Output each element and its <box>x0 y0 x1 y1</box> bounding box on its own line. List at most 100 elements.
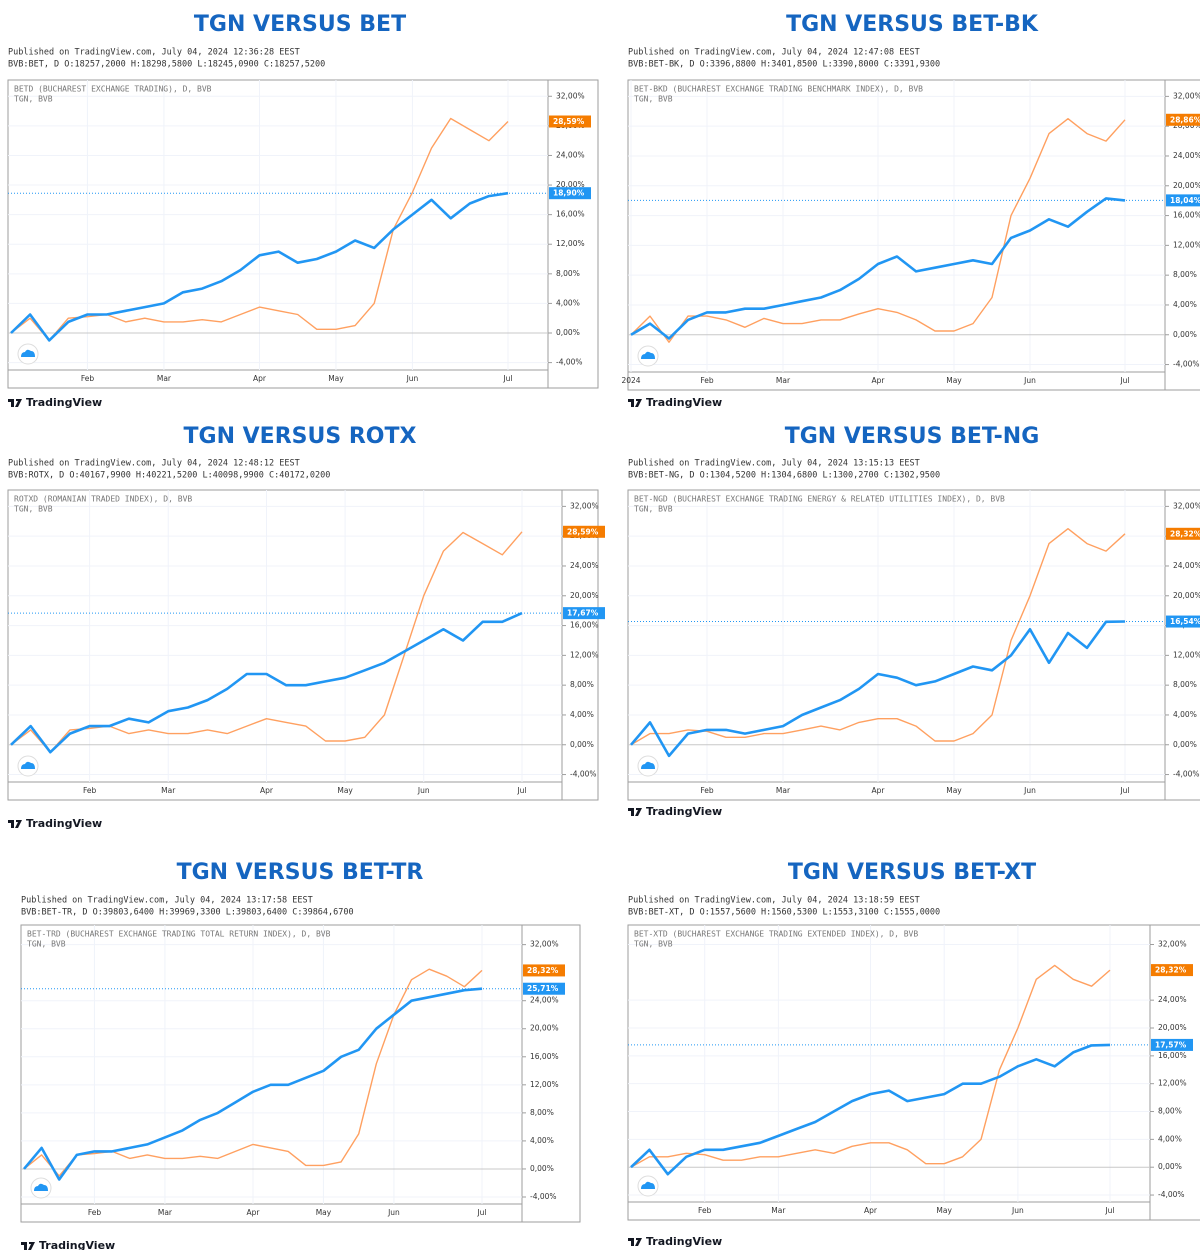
y-tick-label: 24,00% <box>1173 151 1200 160</box>
tradingview-logo <box>628 399 642 407</box>
x-tick-label: Jun <box>1023 376 1036 385</box>
published-info: Published on TradingView.com, July 04, 2… <box>628 896 920 906</box>
last-value-label: 17,67% <box>567 609 599 618</box>
x-tick-label: May <box>328 374 344 383</box>
footer-brand: TradingView <box>26 817 102 830</box>
x-tick-label: Jun <box>1023 786 1036 795</box>
cloud-icon <box>21 349 35 357</box>
last-value-tag <box>523 964 565 977</box>
y-tick-label: 4,00% <box>530 1136 554 1145</box>
cloud-icon <box>641 351 655 359</box>
last-value-tag <box>1166 113 1200 126</box>
last-value-label: 28,59% <box>553 117 585 126</box>
series-line <box>23 987 483 1181</box>
chart-title: TGN VERSUS BET <box>194 12 406 37</box>
x-tick-label: Mar <box>776 786 791 795</box>
last-value-tag <box>549 187 591 200</box>
x-tick-label: Mar <box>776 376 791 385</box>
y-tick-label: -4,00% <box>1158 1190 1185 1199</box>
last-value-tag <box>1166 194 1200 207</box>
y-tick-label: 16,00% <box>1173 211 1200 220</box>
legend-entry: BET-TRD (BUCHAREST EXCHANGE TRADING TOTA… <box>27 930 331 939</box>
legend-entry: BET-BKD (BUCHAREST EXCHANGE TRADING BENC… <box>634 85 923 94</box>
published-info: Published on TradingView.com, July 04, 2… <box>628 48 920 58</box>
last-value-label: 25,71% <box>527 984 559 993</box>
series-line <box>10 611 523 754</box>
last-value-tag <box>1151 964 1193 977</box>
chart-frame <box>7 489 599 801</box>
series-line <box>630 1043 1111 1176</box>
y-tick-label: 32,00% <box>556 91 585 100</box>
x-tick-label: Jul <box>516 786 526 795</box>
y-tick-label: 24,00% <box>570 561 599 570</box>
y-tick-label: -4,00% <box>1173 770 1200 779</box>
cloud-icon <box>641 1181 655 1189</box>
y-tick-label: 8,00% <box>530 1108 554 1117</box>
y-tick-label: 16,00% <box>1158 1051 1187 1060</box>
x-tick-label: Feb <box>88 1208 102 1217</box>
last-value-tag <box>1151 1038 1193 1051</box>
last-value-label: 18,90% <box>553 189 585 198</box>
x-tick-label: Apr <box>253 374 267 383</box>
y-tick-label: 24,00% <box>556 150 585 159</box>
y-tick-label: 8,00% <box>570 680 594 689</box>
y-tick-label: 8,00% <box>1173 680 1197 689</box>
chart-title: TGN VERSUS BET-TR <box>177 860 424 885</box>
y-tick-label: 20,00% <box>530 1024 559 1033</box>
series-line <box>630 197 1126 340</box>
y-tick-label: 24,00% <box>1158 995 1187 1004</box>
footer-brand: TradingView <box>646 805 722 818</box>
chart-title: TGN VERSUS ROTX <box>184 424 417 449</box>
legend-entry: TGN, BVB <box>14 95 53 104</box>
y-tick-label: 24,00% <box>530 996 559 1005</box>
y-tick-label: 32,00% <box>570 501 599 510</box>
y-tick-label: 24,00% <box>1173 561 1200 570</box>
y-tick-label: -4,00% <box>1173 360 1200 369</box>
last-value-label: 16,54% <box>1170 617 1200 626</box>
x-tick-label: Jun <box>1011 1206 1024 1215</box>
x-tick-label: May <box>936 1206 952 1215</box>
y-tick-label: 20,00% <box>570 591 599 600</box>
y-tick-label: -4,00% <box>556 358 583 367</box>
last-value-label: 28,32% <box>1155 966 1187 975</box>
y-tick-label: 12,00% <box>556 239 585 248</box>
y-tick-label: 0,00% <box>556 328 580 337</box>
y-tick-label: 12,00% <box>1173 240 1200 249</box>
x-tick-label: Apr <box>864 1206 878 1215</box>
ohlc-info: BVB:BET-BK, D O:3396,8800 H:3401,8500 L:… <box>628 60 940 70</box>
last-value-tag <box>523 982 565 995</box>
x-tick-label: Jun <box>417 786 430 795</box>
ohlc-info: BVB:BET-TR, D O:39803,6400 H:39969,3300 … <box>21 908 354 918</box>
footer-brand: TradingView <box>26 396 102 409</box>
published-info: Published on TradingView.com, July 04, 2… <box>628 459 920 469</box>
x-tick-label: Feb <box>81 374 95 383</box>
y-tick-label: 32,00% <box>1173 91 1200 100</box>
tradingview-logo <box>8 399 22 407</box>
y-tick-label: 20,00% <box>1173 591 1200 600</box>
y-tick-label: 16,00% <box>556 210 585 219</box>
x-tick-label: Feb <box>700 786 714 795</box>
legend-entry: TGN, BVB <box>634 940 673 949</box>
x-tick-label: May <box>337 786 353 795</box>
x-tick-label: Jul <box>1104 1206 1114 1215</box>
x-tick-label: Mar <box>157 374 172 383</box>
legend-entry: BET-XTD (BUCHAREST EXCHANGE TRADING EXTE… <box>634 930 918 939</box>
y-tick-label: 12,00% <box>1158 1079 1187 1088</box>
chart-frame <box>627 924 1200 1221</box>
x-tick-label: Jul <box>1119 786 1129 795</box>
y-tick-label: 0,00% <box>1158 1162 1182 1171</box>
x-tick-label: Jul <box>1119 376 1129 385</box>
series-line <box>630 528 1126 746</box>
chart-title: TGN VERSUS BET-BK <box>786 12 1039 37</box>
y-tick-label: 4,00% <box>1173 710 1197 719</box>
tradingview-logo <box>628 808 642 816</box>
series-line <box>630 118 1126 343</box>
chart-frame <box>20 924 581 1223</box>
y-tick-label: 20,00% <box>1158 1023 1187 1032</box>
legend-entry: TGN, BVB <box>14 505 53 514</box>
series-line <box>630 964 1111 1168</box>
x-tick-label: Feb <box>700 376 714 385</box>
footer-brand: TradingView <box>646 396 722 409</box>
last-value-tag <box>1166 615 1200 628</box>
